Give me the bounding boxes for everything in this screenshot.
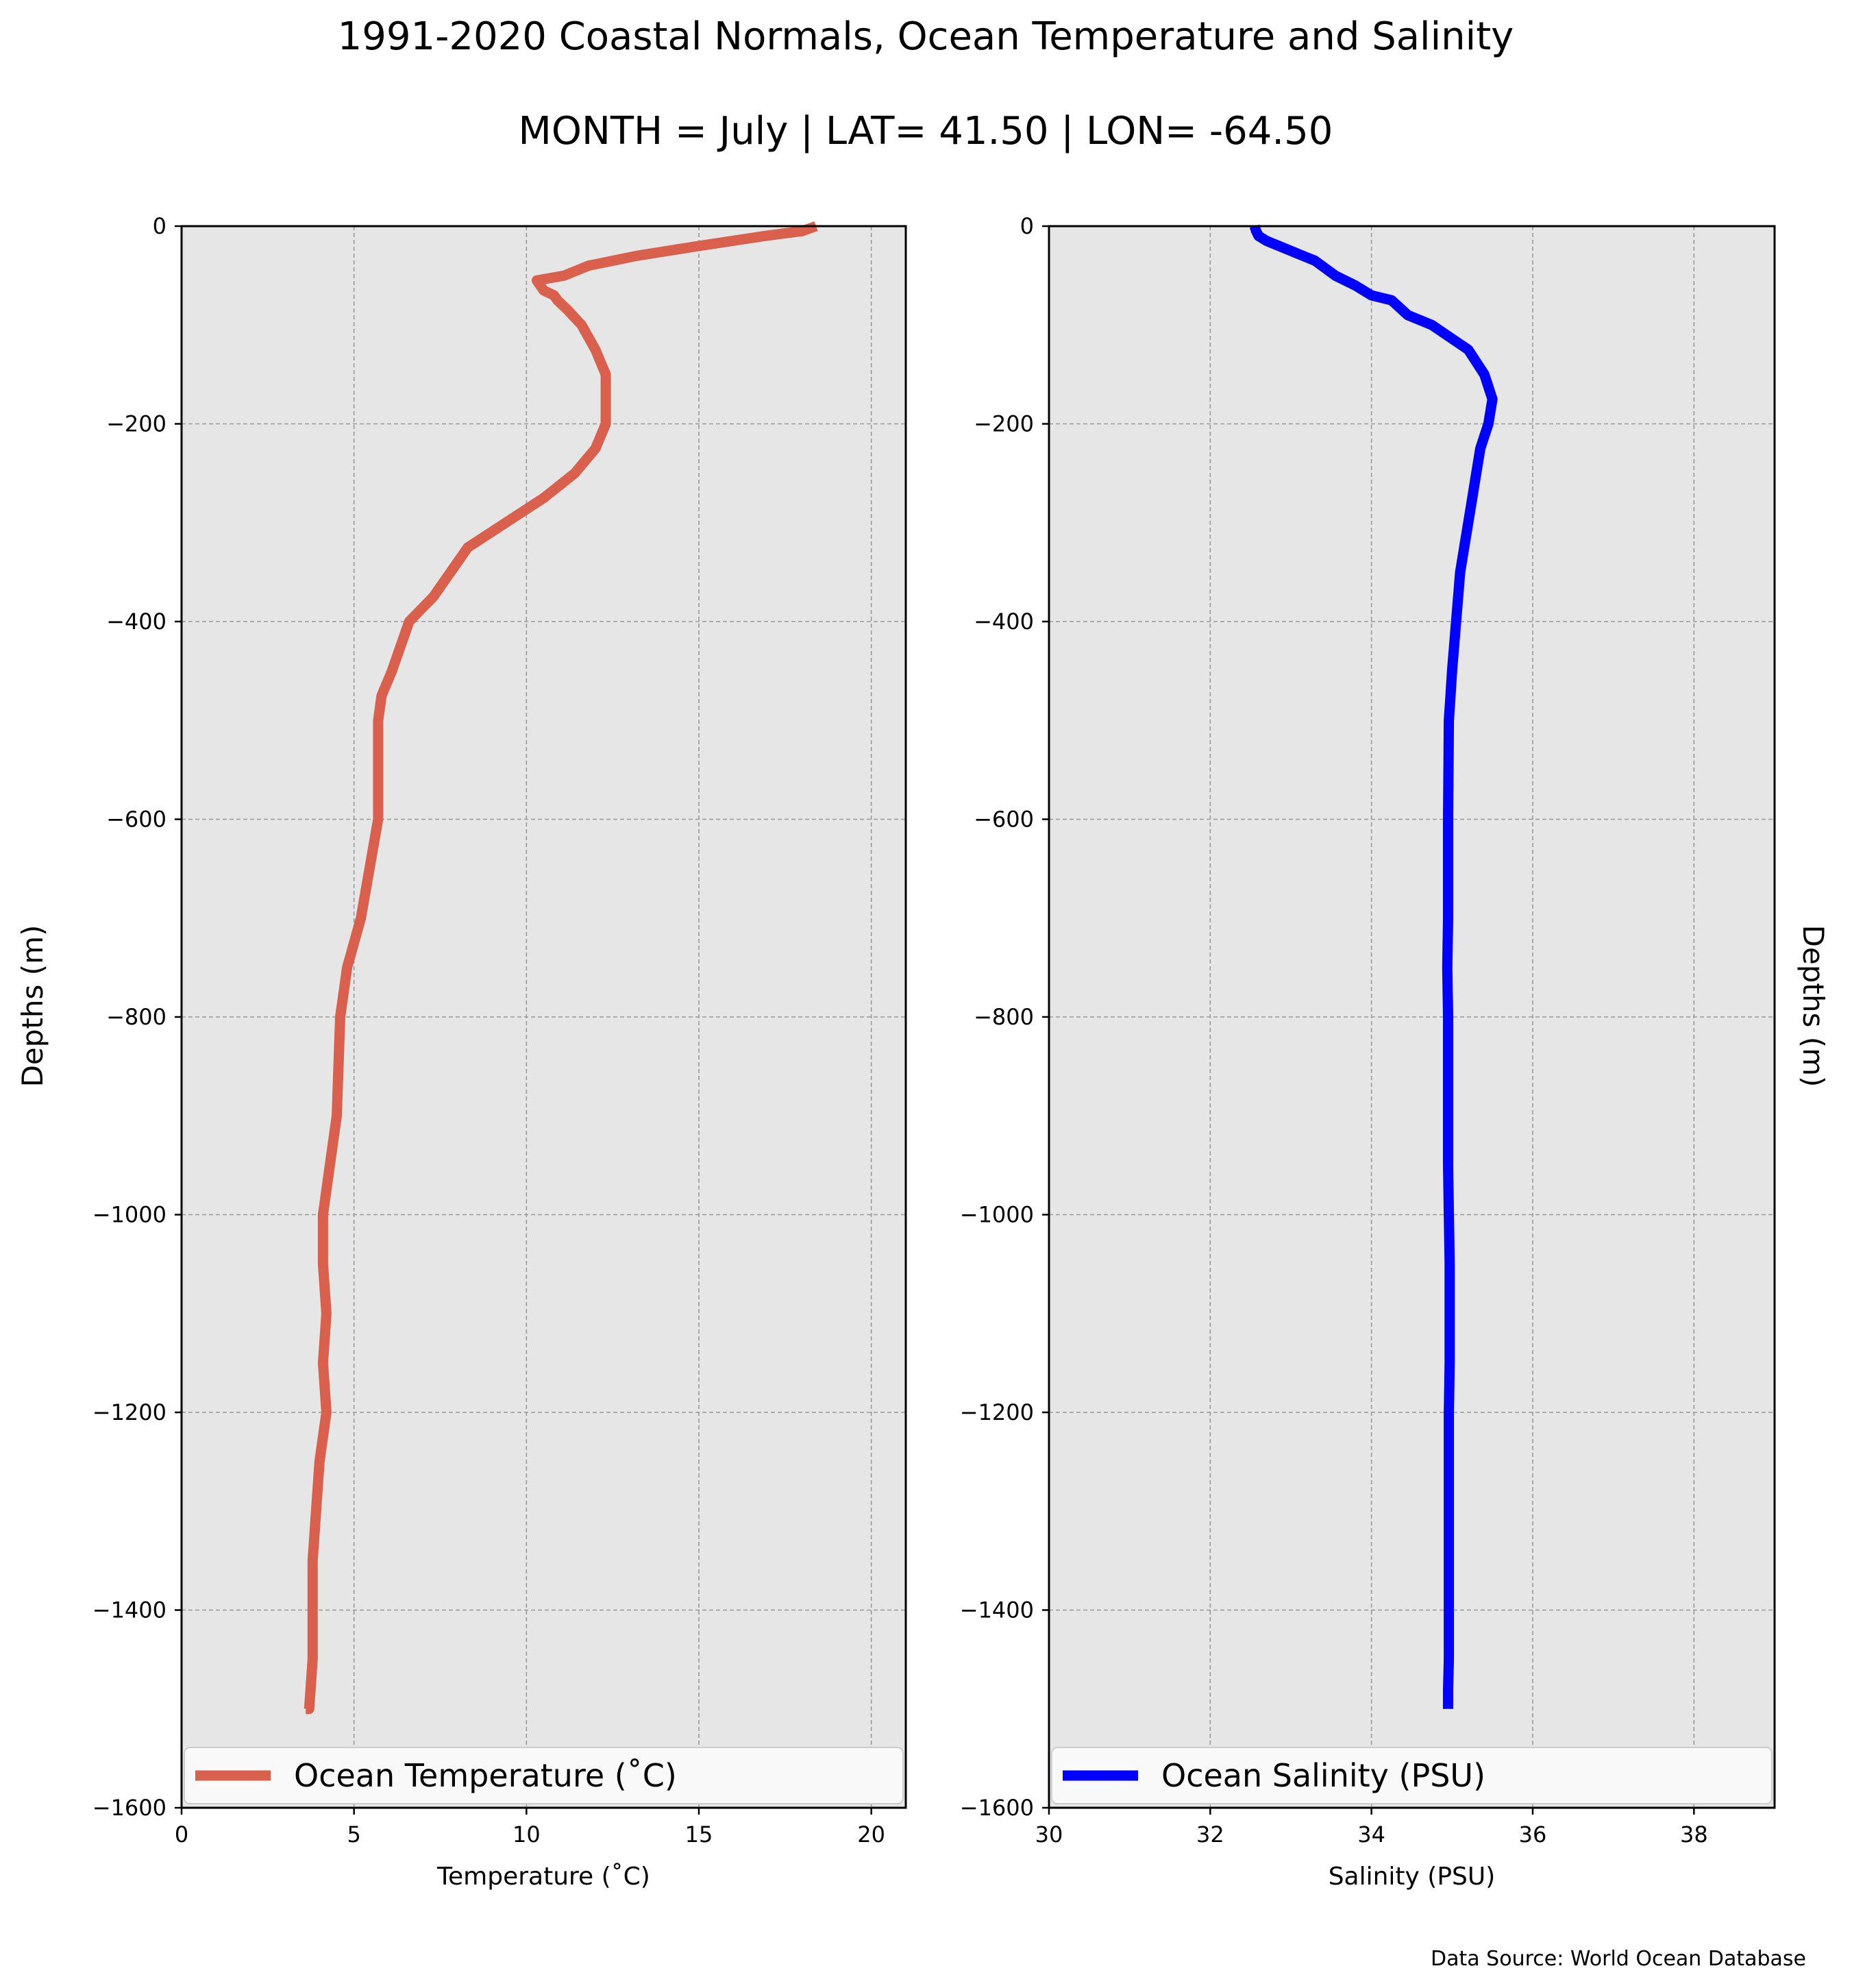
temperature-y-tick-label: −400 bbox=[106, 609, 166, 635]
temperature-y-tick-label: −800 bbox=[106, 1004, 166, 1030]
salinity-x-tick-label: 30 bbox=[1035, 1821, 1063, 1848]
chart-subtitle: MONTH = July | LAT= 41.50 | LON= -64.50 bbox=[519, 109, 1333, 154]
salinity-y-tick-label: −1200 bbox=[960, 1399, 1034, 1425]
temperature-y-tick-label: −200 bbox=[106, 411, 166, 437]
salinity-y-tick-label: −800 bbox=[974, 1004, 1034, 1030]
salinity-x-axis-label: Salinity (PSU) bbox=[1329, 1863, 1496, 1891]
salinity-x-tick-label: 38 bbox=[1680, 1821, 1708, 1848]
left-y-axis-label: Depths (m) bbox=[16, 925, 49, 1088]
temperature-legend-box bbox=[184, 1747, 904, 1804]
salinity-legend-box bbox=[1051, 1747, 1773, 1804]
chart-title: 1991-2020 Coastal Normals, Ocean Tempera… bbox=[338, 14, 1514, 59]
salinity-y-tick-label: −400 bbox=[974, 609, 1034, 635]
temperature-legend: Ocean Temperature (˚C) bbox=[184, 1747, 904, 1804]
salinity-y-tick-label: −1400 bbox=[960, 1597, 1034, 1623]
salinity-y-tick-label: 0 bbox=[1020, 213, 1034, 239]
right-y-axis-label: Depths (m) bbox=[1797, 925, 1830, 1088]
salinity-y-tick-label: −1600 bbox=[960, 1795, 1034, 1821]
salinity-panel: 30 32 34 36 38 0 −200 −400 −600 −800 −1000 −1200 −14… bbox=[960, 213, 1776, 1891]
temperature-y-tick-label: 0 bbox=[153, 213, 166, 239]
temperature-y-tick-label: −600 bbox=[106, 807, 166, 833]
salinity-legend: Ocean Salinity (PSU) bbox=[1051, 1747, 1773, 1804]
temperature-x-tick-label: 15 bbox=[685, 1821, 713, 1848]
temperature-plot-area bbox=[182, 226, 906, 1808]
temperature-series-line bbox=[304, 221, 818, 1715]
temperature-y-tick-label: −1200 bbox=[92, 1399, 166, 1425]
salinity-series-line bbox=[1249, 224, 1498, 1709]
temperature-x-axis-label: Temperature (˚C) bbox=[436, 1863, 650, 1891]
temperature-panel: 0 5 10 15 20 0 −200 −400 −600 −800 −1000 −1200 −1400… bbox=[92, 213, 907, 1891]
temperature-x-tick-label: 10 bbox=[513, 1821, 541, 1848]
temperature-x-tick-label: 5 bbox=[347, 1821, 360, 1848]
salinity-x-tick-label: 32 bbox=[1196, 1821, 1224, 1848]
data-source-note: Data Source: World Ocean Database bbox=[1431, 1947, 1806, 1971]
salinity-y-tick-label: −600 bbox=[974, 807, 1034, 833]
temperature-y-tick-label: −1600 bbox=[92, 1795, 166, 1821]
temperature-y-tick-label: −1000 bbox=[92, 1202, 166, 1228]
salinity-y-tick-label: −200 bbox=[974, 411, 1034, 437]
salinity-legend-label: Ocean Salinity (PSU) bbox=[1161, 1757, 1485, 1794]
temperature-y-tick-label: −1400 bbox=[92, 1597, 166, 1623]
salinity-x-tick-label: 36 bbox=[1519, 1821, 1547, 1848]
temperature-x-tick-label: 0 bbox=[175, 1821, 188, 1848]
temperature-x-tick-label: 20 bbox=[857, 1821, 885, 1848]
temperature-legend-label: Ocean Temperature (˚C) bbox=[294, 1757, 677, 1794]
salinity-x-tick-label: 34 bbox=[1357, 1821, 1385, 1848]
salinity-y-tick-label: −1000 bbox=[960, 1202, 1034, 1228]
